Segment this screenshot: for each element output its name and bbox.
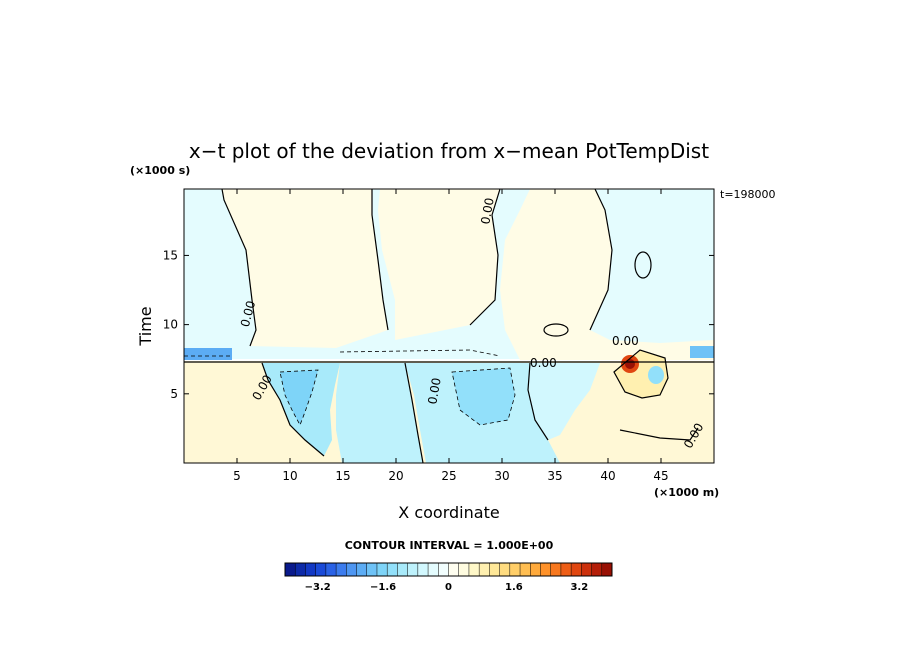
colorbar-swatch: [581, 563, 592, 576]
region-cool-strip-left: [184, 348, 232, 360]
colorbar-swatch: [346, 563, 357, 576]
region-cool-strip-right: [690, 346, 714, 358]
region-cool-lower-right-inner: [452, 368, 515, 425]
x-tick-label: 20: [388, 469, 403, 483]
colorbar-swatch: [438, 563, 449, 576]
x-tick-label: 45: [653, 469, 668, 483]
y-tick-label: 5: [170, 387, 178, 401]
negative-contours: [184, 349, 516, 426]
colorbar-swatch: [540, 563, 551, 576]
x-axis: 5 10 15 20 25 30 35 40 45: [233, 189, 669, 483]
x-tick-label: 25: [441, 469, 456, 483]
contour-label: 0.00: [612, 334, 639, 348]
colorbar-swatch: [366, 563, 378, 576]
colorbar-swatch: [305, 563, 316, 576]
colorbar-swatch: [458, 563, 470, 576]
x-tick-label: 30: [494, 469, 509, 483]
contour-zero-2: [371, 189, 389, 331]
region-cool-blob-right: [648, 366, 664, 384]
contour-zero-9: [619, 427, 699, 441]
y-tick-label: 15: [163, 248, 178, 262]
contour-interval-text: CONTOUR INTERVAL = 1.000E+00: [345, 539, 554, 552]
colorbar-swatch: [417, 563, 429, 576]
y-axis-label: Time: [136, 306, 155, 346]
contour-zero-7: [404, 362, 424, 463]
colorbar-swatch: [571, 563, 582, 576]
colorbar-swatch: [499, 563, 511, 576]
time-label: t=198000: [720, 188, 776, 201]
colorbar-ticks: −3.2 −1.6 0 1.6 3.2: [305, 582, 589, 593]
region-warm-upper-band-2: [378, 189, 500, 340]
region-cool-lower-middle: [336, 363, 423, 463]
colorbar-swatch: [315, 563, 327, 576]
y-axis: 5 10 15: [163, 248, 714, 401]
region-hot-spot-inner: [625, 359, 635, 369]
colorbar-swatch: [520, 563, 531, 576]
contour-label: 0.00: [478, 197, 496, 226]
contour-zero-8: [527, 362, 549, 441]
region-cool-lower-edge: [528, 363, 600, 440]
colorbar-swatch: [356, 563, 368, 576]
x-axis-label: X coordinate: [398, 503, 499, 522]
colorbar-swatch: [285, 563, 296, 576]
colorbar-swatch: [325, 563, 337, 576]
region-warm-upper-band-3: [500, 189, 714, 360]
x-tick-label: 40: [600, 469, 615, 483]
contour-zero-3: [469, 189, 501, 326]
colorbar-swatch: [428, 563, 439, 576]
field-layer: 0.00 0.00 0.00 0.00 0.00 0.00 0.00: [184, 189, 714, 463]
x-tick-label: 5: [233, 469, 241, 483]
colorbar-swatch: [489, 563, 500, 576]
x-tick-label: 10: [282, 469, 297, 483]
y-unit-label: (×1000 s): [130, 164, 190, 177]
colorbar: [284, 562, 613, 577]
contour-blob-2: [543, 323, 569, 337]
colorbar-swatch: [448, 563, 460, 576]
plot-area: 0.00 0.00 0.00 0.00 0.00 0.00 0.00 5 10 15…: [163, 188, 715, 483]
colorbar-swatch: [468, 563, 480, 576]
contour-zero-4: [589, 189, 613, 331]
colorbar-swatch: [530, 563, 541, 576]
contour-label: 0.00: [530, 356, 557, 370]
colorbar-tick-label: −3.2: [305, 582, 331, 593]
colorbar-swatch: [550, 563, 562, 576]
colorbar-swatch: [387, 563, 398, 576]
colorbar-tick-label: −1.6: [370, 582, 396, 593]
colorbar-tick-label: 3.2: [570, 582, 588, 593]
colorbar-swatch: [376, 563, 388, 576]
colorbar-swatch: [479, 563, 490, 576]
contour-lines: [184, 189, 714, 463]
y-tick-label: 10: [163, 318, 178, 332]
colorbar-swatch: [295, 563, 306, 576]
neg-contour-3: [451, 367, 516, 426]
contour-blob: [634, 251, 652, 279]
contour-label: 0.00: [425, 377, 443, 406]
contour-zero-1: [221, 189, 257, 347]
contour-zero-6: [261, 362, 325, 457]
colorbar-swatch: [591, 563, 603, 576]
neg-contour-2: [279, 369, 319, 426]
x-unit-label: (×1000 m): [654, 486, 719, 499]
chart-title: x−t plot of the deviation from x−mean Po…: [189, 139, 709, 163]
colorbar-swatch: [560, 563, 572, 576]
contour-hot-spot: [613, 349, 669, 399]
colorbar-swatch: [336, 563, 347, 576]
neg-contour-4: [339, 349, 501, 357]
colorbar-tick-label: 1.6: [505, 582, 523, 593]
colorbar-swatch: [601, 563, 613, 576]
x-tick-label: 15: [335, 469, 350, 483]
region-cool-lower-left-inner: [280, 370, 318, 425]
region-warm-upper-band-1: [222, 189, 388, 348]
colorbar-swatch: [407, 563, 419, 576]
colorbar-swatch: [397, 563, 408, 576]
colorbar-tick-label: 0: [445, 582, 452, 593]
colorbar-swatch: [509, 563, 521, 576]
contour-label: 0.00: [238, 299, 258, 328]
x-tick-label: 35: [547, 469, 562, 483]
